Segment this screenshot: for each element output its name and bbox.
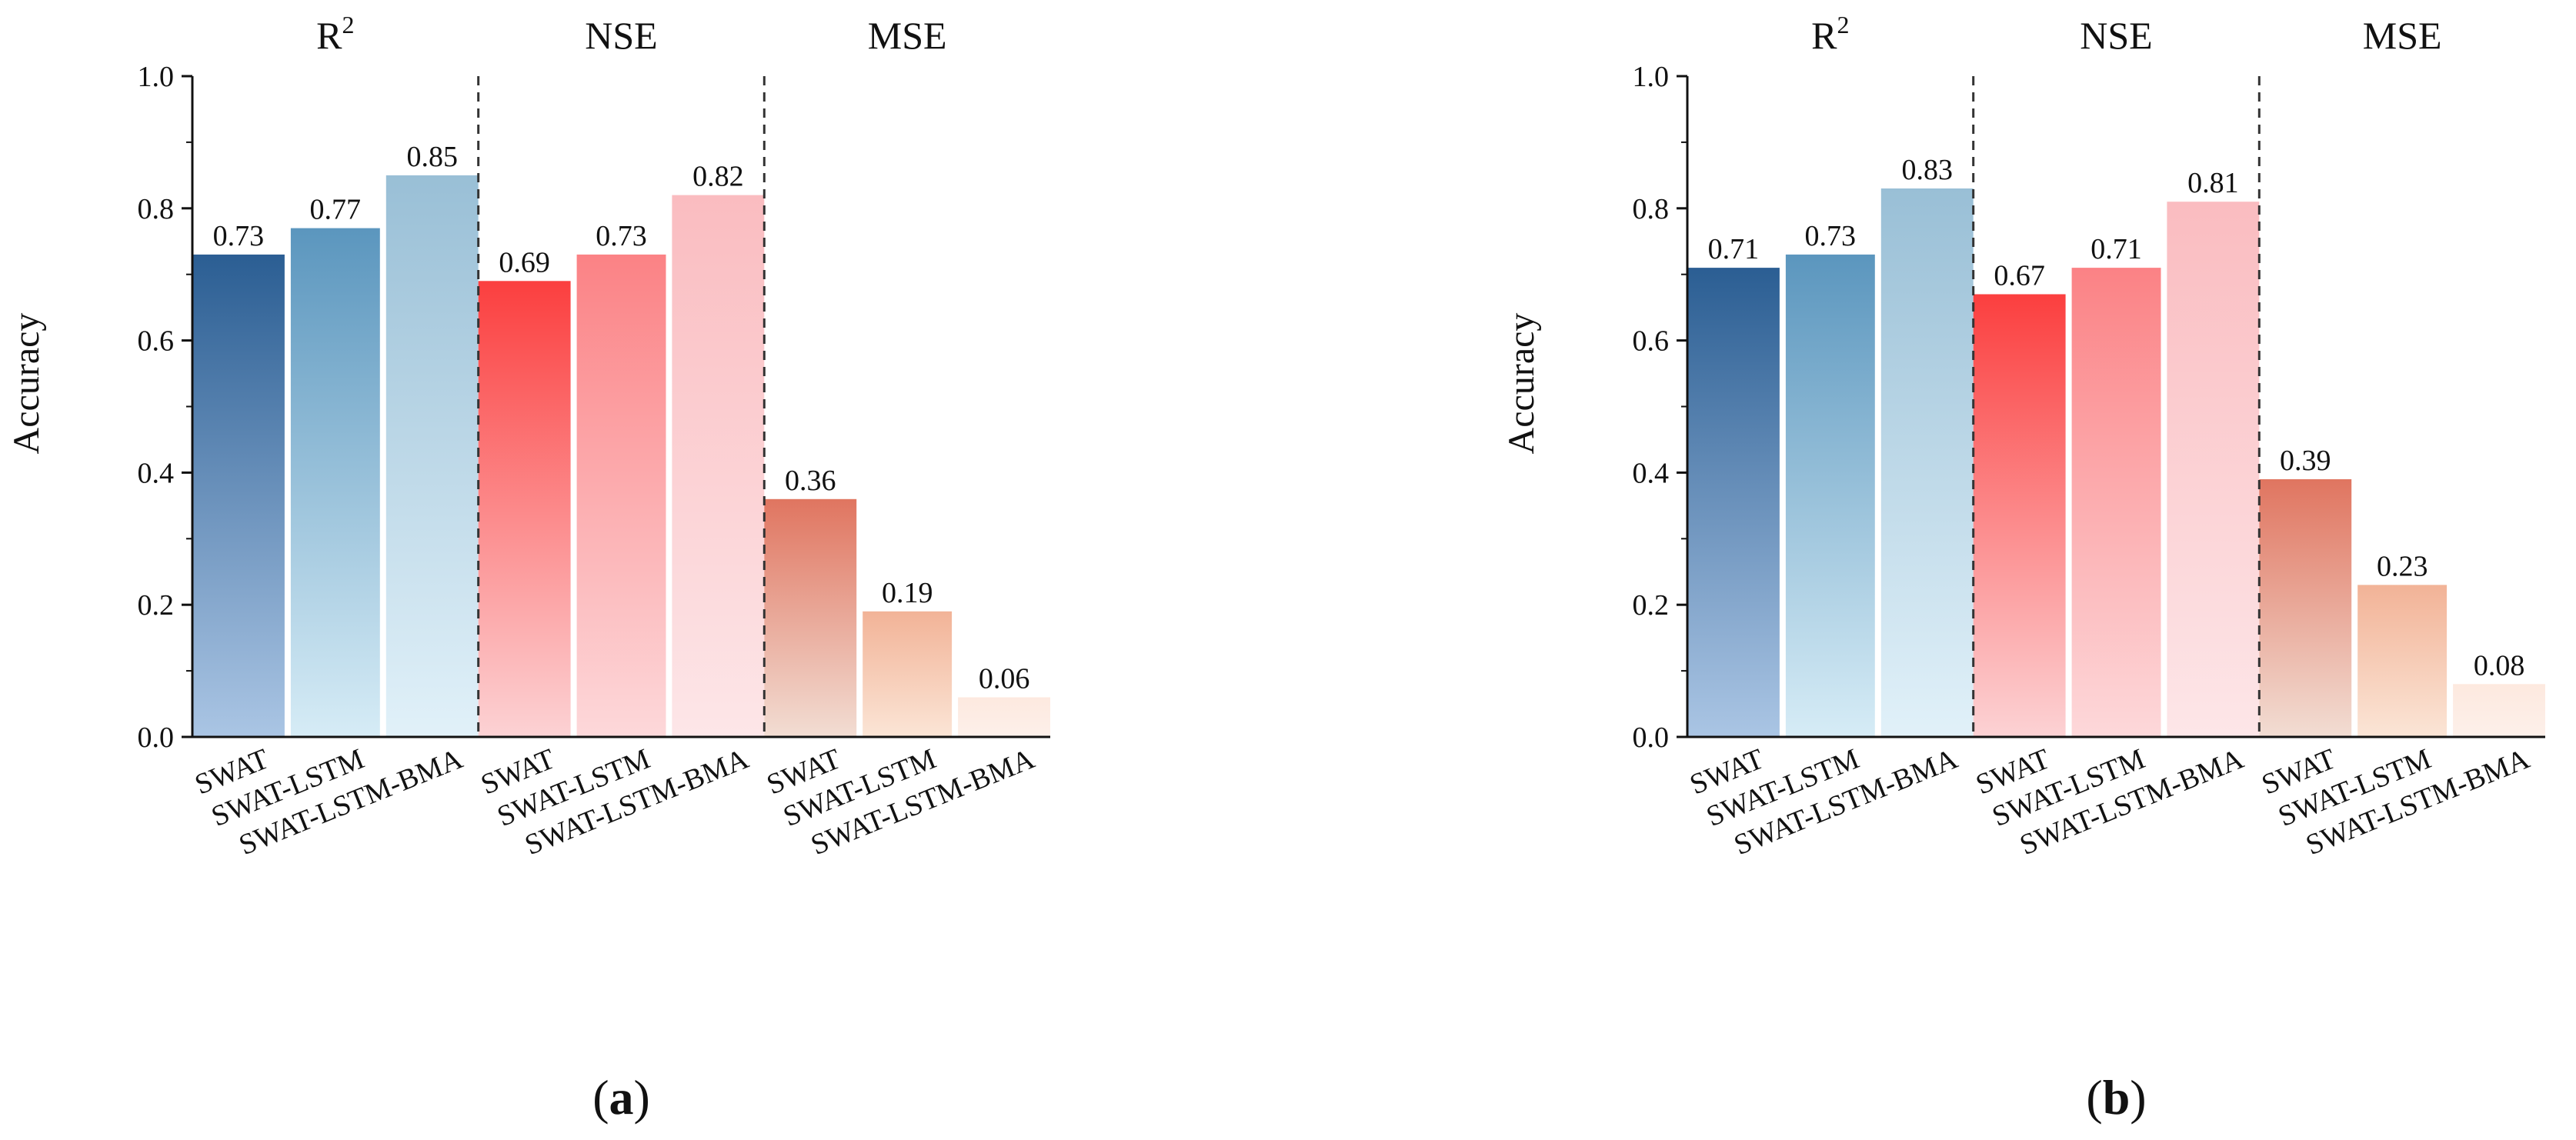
y-tick-label: 0.4 <box>138 457 175 489</box>
bar-nse-swat-lstm <box>2071 268 2161 738</box>
bar-nse-swat-lstm <box>576 254 666 737</box>
bar-value-label: 0.23 <box>2377 550 2428 582</box>
bar-value-label: 0.08 <box>2474 649 2525 682</box>
bar-value-label: 0.85 <box>406 141 458 173</box>
bar-value-label: 0.77 <box>310 194 362 226</box>
bar-nse-swat <box>478 281 571 737</box>
panel-b-chart: 0.71SWAT0.73SWAT-LSTM0.83SWAT-LSTM-BMAR2… <box>1501 11 2545 1125</box>
bar-value-label: 0.67 <box>1994 260 2045 292</box>
y-tick-label: 0.4 <box>1633 457 1670 489</box>
bar-nse-swat-lstm-bma <box>672 195 765 738</box>
bar-r-swat-lstm <box>1785 254 1875 737</box>
bar-value-label: 0.82 <box>692 161 744 193</box>
y-tick-label: 0.6 <box>138 325 175 358</box>
bar-value-label: 0.06 <box>979 663 1030 695</box>
y-tick-label: 0.8 <box>1633 193 1670 225</box>
bar-value-label: 0.81 <box>2187 167 2239 199</box>
y-tick-label: 1.0 <box>138 61 175 93</box>
y-tick-label: 0.2 <box>1633 589 1670 622</box>
bar-r-swat-lstm <box>290 228 380 738</box>
y-tick-label: 1.0 <box>1633 61 1670 93</box>
group-label: MSE <box>2363 14 2442 57</box>
bar-value-label: 0.36 <box>785 465 836 497</box>
panel-label: (b) <box>2086 1070 2146 1125</box>
group-label: MSE <box>868 14 947 57</box>
bar-mse-swat <box>764 498 857 737</box>
group-label: R2 <box>316 11 354 57</box>
bar-r-swat <box>1687 268 1780 738</box>
group-label: NSE <box>2080 14 2152 57</box>
bar-mse-swat-lstm-bma <box>2453 684 2545 737</box>
bar-mse-swat-lstm-bma <box>958 697 1050 737</box>
y-tick-label: 0.0 <box>1633 722 1670 754</box>
panel-label: (a) <box>592 1070 650 1125</box>
bar-r-swat-lstm-bma <box>1880 188 1974 737</box>
y-tick-label: 0.2 <box>138 589 175 622</box>
bar-value-label: 0.83 <box>1901 154 1953 186</box>
bar-value-label: 0.69 <box>499 246 550 278</box>
bar-value-label: 0.73 <box>213 220 265 252</box>
bar-mse-swat-lstm <box>863 611 953 737</box>
bar-r-swat-lstm-bma <box>385 175 479 737</box>
y-axis-title: Accuracy <box>6 313 47 455</box>
bar-nse-swat-lstm-bma <box>2167 202 2260 737</box>
group-label: R2 <box>1811 11 1849 57</box>
bar-value-label: 0.73 <box>1805 220 1857 252</box>
y-axis-title: Accuracy <box>1501 313 1542 455</box>
bar-nse-swat <box>1973 294 2066 737</box>
y-tick-label: 0.8 <box>138 193 175 225</box>
y-tick-label: 0.6 <box>1633 325 1670 358</box>
y-tick-label: 0.0 <box>138 722 175 754</box>
bar-value-label: 0.73 <box>596 220 647 252</box>
bar-mse-swat-lstm <box>2357 585 2448 737</box>
bar-value-label: 0.39 <box>2280 445 2331 477</box>
bar-mse-swat <box>2259 479 2352 737</box>
panel-a-chart: 0.73SWAT0.77SWAT-LSTM0.85SWAT-LSTM-BMAR2… <box>6 11 1050 1125</box>
bar-value-label: 0.71 <box>1708 233 1760 265</box>
bar-r-swat <box>192 254 285 737</box>
bar-value-label: 0.19 <box>882 577 933 609</box>
group-label: NSE <box>585 14 657 57</box>
bar-value-label: 0.71 <box>2090 233 2142 265</box>
